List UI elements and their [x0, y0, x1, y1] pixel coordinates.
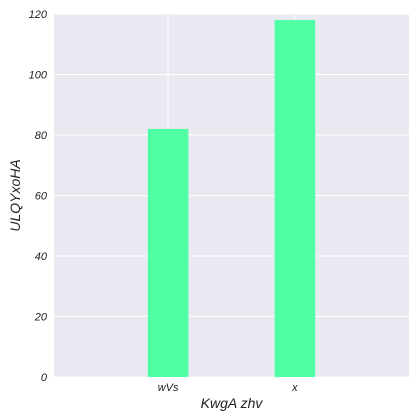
x-axis-label: KwgA zhv — [201, 395, 264, 411]
bar-x — [274, 20, 316, 378]
y-tick-label: 40 — [35, 251, 48, 263]
y-axis-ticks: 0 20 40 60 80 100 120 — [29, 9, 48, 384]
y-axis-label: ULQYxoHA — [7, 159, 23, 231]
y-tick-label: 20 — [34, 312, 48, 324]
x-axis-ticks: wVs x — [158, 382, 298, 394]
y-tick-label: 80 — [35, 130, 48, 142]
bar-wVs — [147, 128, 189, 377]
x-tick-label: x — [291, 382, 298, 394]
y-tick-label: 0 — [41, 372, 48, 384]
bars — [147, 20, 316, 378]
y-tick-label: 120 — [29, 9, 48, 21]
x-tick-label: wVs — [158, 382, 179, 394]
y-tick-label: 100 — [29, 70, 48, 82]
y-tick-label: 60 — [35, 191, 48, 203]
